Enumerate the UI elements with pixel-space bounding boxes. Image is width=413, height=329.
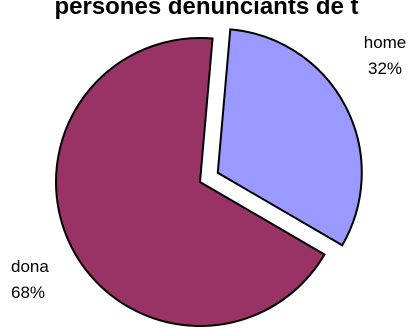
pie-labels: home 32% dona 68% <box>11 33 406 302</box>
chart-title: persones denunciants de t <box>54 0 359 20</box>
pie-slice-dona <box>55 37 326 327</box>
slice-value-label-dona: 68% <box>11 283 45 302</box>
slice-label-dona: dona <box>11 257 49 276</box>
slice-label-home: home <box>364 33 407 52</box>
pie-slice-home <box>216 28 363 247</box>
slice-value-label-home: 32% <box>368 59 402 78</box>
pie-slices <box>55 28 363 327</box>
